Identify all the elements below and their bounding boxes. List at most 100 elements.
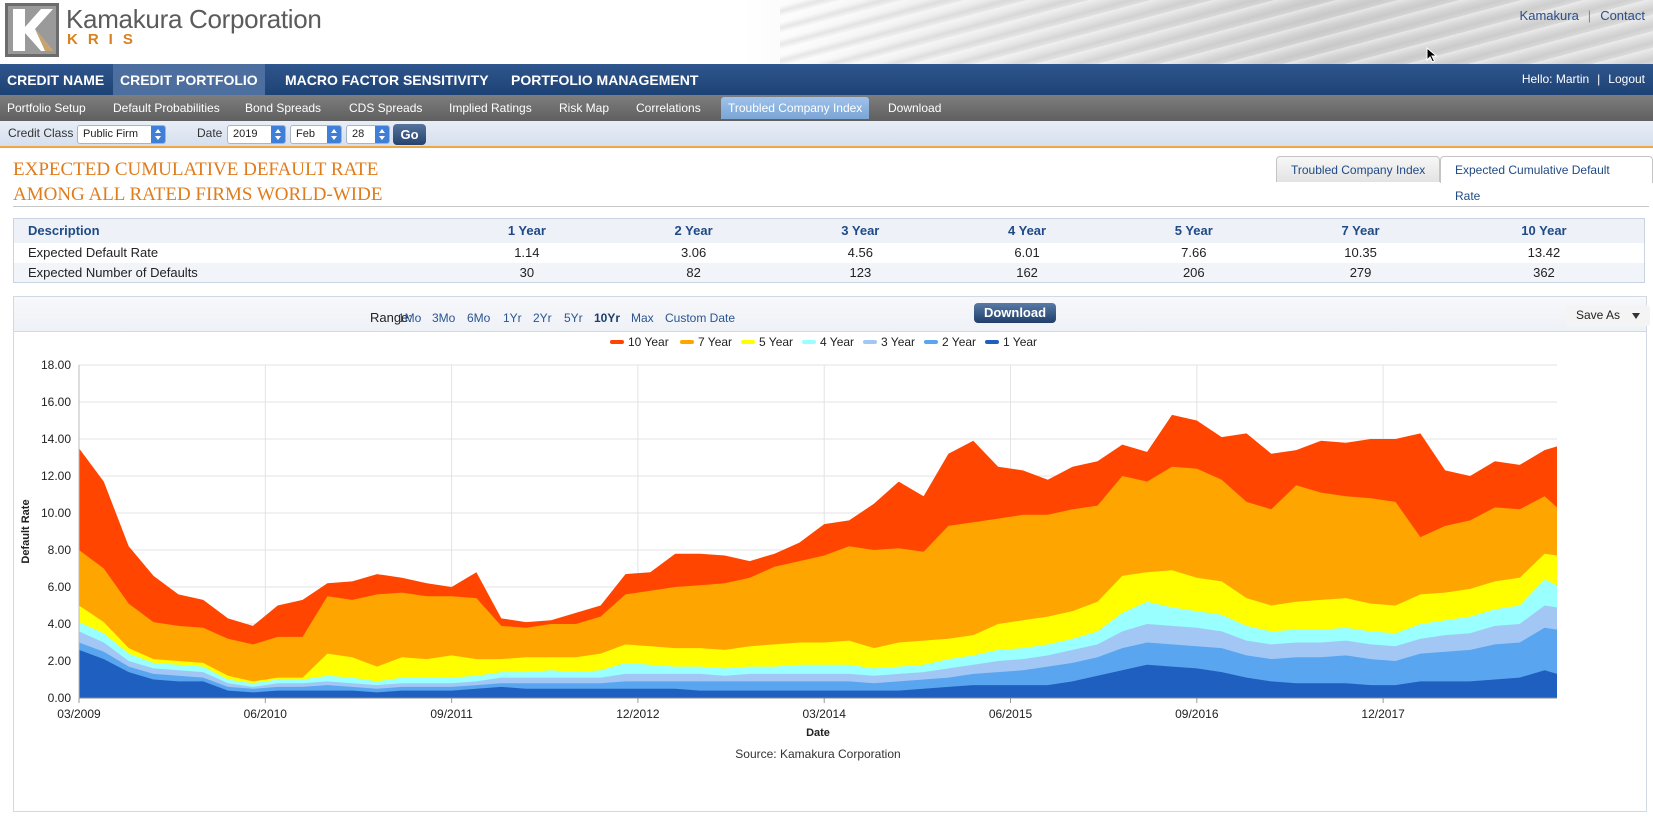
- range-3mo[interactable]: 3Mo: [432, 311, 456, 325]
- chart-areas: [79, 414, 1557, 698]
- select-arrows-icon: [151, 126, 165, 143]
- legend-item-5-year[interactable]: 5 Year: [741, 335, 793, 349]
- range-10yr[interactable]: 10Yr: [594, 311, 621, 325]
- app-header: Kamakura Corporation KRIS Kamakura | Conta…: [0, 0, 1653, 64]
- x-tick-label: 09/2016: [1175, 707, 1219, 721]
- range-2yr[interactable]: 2Yr: [533, 311, 552, 325]
- range-6mo[interactable]: 6Mo: [467, 311, 491, 325]
- subnav-implied-ratings[interactable]: Implied Ratings: [449, 101, 532, 115]
- header-10-year: 10 Year: [1443, 218, 1645, 243]
- legend-item-7-year[interactable]: 7 Year: [680, 335, 732, 349]
- table-cell: 82: [610, 262, 777, 283]
- select-arrows-icon: [375, 126, 389, 143]
- table-row: Expected Number of Defaults 30 82 123 16…: [13, 262, 1645, 283]
- go-button[interactable]: Go: [393, 124, 426, 145]
- header-4-year: 4 Year: [943, 218, 1111, 243]
- contact-link[interactable]: Contact: [1600, 8, 1645, 23]
- subnav-download[interactable]: Download: [888, 101, 942, 115]
- subnav-troubled-company-index[interactable]: Troubled Company Index: [721, 97, 870, 119]
- legend-item-4-year[interactable]: 4 Year: [802, 335, 854, 349]
- legend-label: 3 Year: [881, 335, 915, 349]
- select-arrows-icon: [271, 126, 285, 143]
- legend-swatch: [802, 340, 816, 344]
- save-as-dropdown[interactable]: Save As: [1566, 305, 1650, 326]
- save-as-label: Save As: [1576, 308, 1621, 322]
- table-cell: 162: [943, 262, 1111, 283]
- subnav-portfolio-setup[interactable]: Portfolio Setup: [7, 101, 86, 115]
- table-cell: 30: [443, 262, 611, 283]
- credit-class-select[interactable]: Public Firm: [77, 125, 166, 144]
- legend-item-2-year[interactable]: 2 Year: [924, 335, 976, 349]
- table-cell: 3.06: [680, 245, 707, 260]
- range-1mo[interactable]: 1Mo: [398, 311, 422, 325]
- chart-legend: 10 Year 7 Year 5 Year 4 Year 3 Year 2 Year 1 Y…: [610, 335, 1037, 349]
- download-button[interactable]: Download: [974, 303, 1056, 323]
- y-tick-label: 16.00: [41, 395, 71, 409]
- header-5-year: 5 Year: [1110, 218, 1278, 243]
- range-1yr[interactable]: 1Yr: [503, 311, 522, 325]
- subnav-default-probabilities[interactable]: Default Probabilities: [113, 101, 220, 115]
- table-cell: 123: [776, 262, 944, 283]
- table-cell: 6.01: [1014, 245, 1040, 260]
- mouse-pointer-icon: [1426, 47, 1438, 63]
- logout-link[interactable]: Logout: [1608, 72, 1645, 86]
- range-label: Range:: [370, 310, 412, 325]
- x-tick-label: 06/2010: [244, 707, 288, 721]
- day-select[interactable]: 28: [346, 125, 390, 144]
- kamakura-logo-icon[interactable]: [5, 3, 59, 57]
- table-cell: 362: [1443, 262, 1645, 283]
- table-cell: Expected Number of Defaults: [13, 262, 444, 283]
- subnav-correlations[interactable]: Correlations: [636, 101, 701, 115]
- default-rate-chart: 0.00 2.00 4.00 6.00 8.00 10.00 12.00 14.00 16.00…: [20, 335, 1557, 761]
- subnav-cds-spreads[interactable]: CDS Spreads: [349, 101, 423, 115]
- sub-nav: Portfolio Setup Default Probabilities Bo…: [0, 95, 1653, 121]
- tab-expected-cumulative-default-rate[interactable]: Expected Cumulative Default Rate: [1440, 156, 1653, 203]
- legend-swatch: [985, 340, 999, 344]
- legend-item-10-year[interactable]: 10 Year: [610, 335, 669, 349]
- x-tick-label: 12/2012: [616, 707, 660, 721]
- chart-source: Source: Kamakura Corporation: [735, 747, 900, 761]
- nav-portfolio-management[interactable]: PORTFOLIO MANAGEMENT: [511, 72, 699, 88]
- date-label: Date: [197, 126, 223, 140]
- month-value: Feb: [296, 128, 315, 140]
- nav-macro-factor-sensitivity[interactable]: MACRO FACTOR SENSITIVITY: [285, 72, 489, 88]
- range-max[interactable]: Max: [631, 311, 654, 325]
- month-select[interactable]: Feb: [290, 125, 342, 144]
- table-cell: 1.14: [514, 245, 540, 260]
- table-cell: 4.56: [847, 245, 873, 260]
- range-5yr[interactable]: 5Yr: [564, 311, 583, 325]
- brand-name: Kamakura Corporation: [66, 4, 322, 34]
- table-header-row: Description 1 Year 2 Year 3 Year 4 Year …: [13, 218, 1645, 243]
- y-tick-label: 6.00: [48, 580, 72, 594]
- credit-class-value: Public Firm: [83, 128, 139, 140]
- nav-credit-name[interactable]: CREDIT NAME: [7, 72, 105, 88]
- legend-label: 4 Year: [820, 335, 854, 349]
- legend-item-1-year[interactable]: 1 Year: [985, 335, 1037, 349]
- legend-swatch: [741, 340, 755, 344]
- user-greeting: Hello: Martin: [1521, 72, 1590, 86]
- x-tick-label: 06/2015: [989, 707, 1033, 721]
- range-custom-date[interactable]: Custom Date: [665, 311, 736, 325]
- legend-label: 2 Year: [942, 335, 976, 349]
- header-wave-pattern: [780, 0, 1653, 64]
- kamakura-link[interactable]: Kamakura: [1519, 8, 1579, 23]
- filter-bar: Credit Class Public Firm Date 2019 Feb 2…: [0, 121, 1653, 148]
- y-tick-label: 14.00: [41, 432, 71, 446]
- table-cell: Expected Default Rate: [28, 245, 159, 260]
- nav-credit-portfolio[interactable]: CREDIT PORTFOLIO: [113, 64, 265, 95]
- table-cell: 13.42: [1527, 245, 1561, 260]
- y-tick-label: 18.00: [41, 358, 71, 372]
- table-row: Expected Default Rate 1.14 3.06 4.56 6.0…: [14, 243, 1645, 263]
- x-tick-label: 03/2009: [57, 707, 101, 721]
- subnav-bond-spreads[interactable]: Bond Spreads: [245, 101, 322, 115]
- credit-class-label: Credit Class: [8, 126, 74, 140]
- link-separator: |: [1587, 8, 1592, 23]
- x-tick-label: 09/2011: [430, 707, 473, 721]
- chevron-down-icon: [1632, 313, 1640, 319]
- tab-troubled-company-index[interactable]: Troubled Company Index: [1276, 156, 1441, 182]
- year-select[interactable]: 2019: [227, 125, 286, 144]
- x-tick-label: 03/2014: [803, 707, 847, 721]
- legend-item-3-year[interactable]: 3 Year: [863, 335, 915, 349]
- area-series-1-year[interactable]: [79, 649, 1557, 698]
- subnav-risk-map[interactable]: Risk Map: [559, 101, 610, 115]
